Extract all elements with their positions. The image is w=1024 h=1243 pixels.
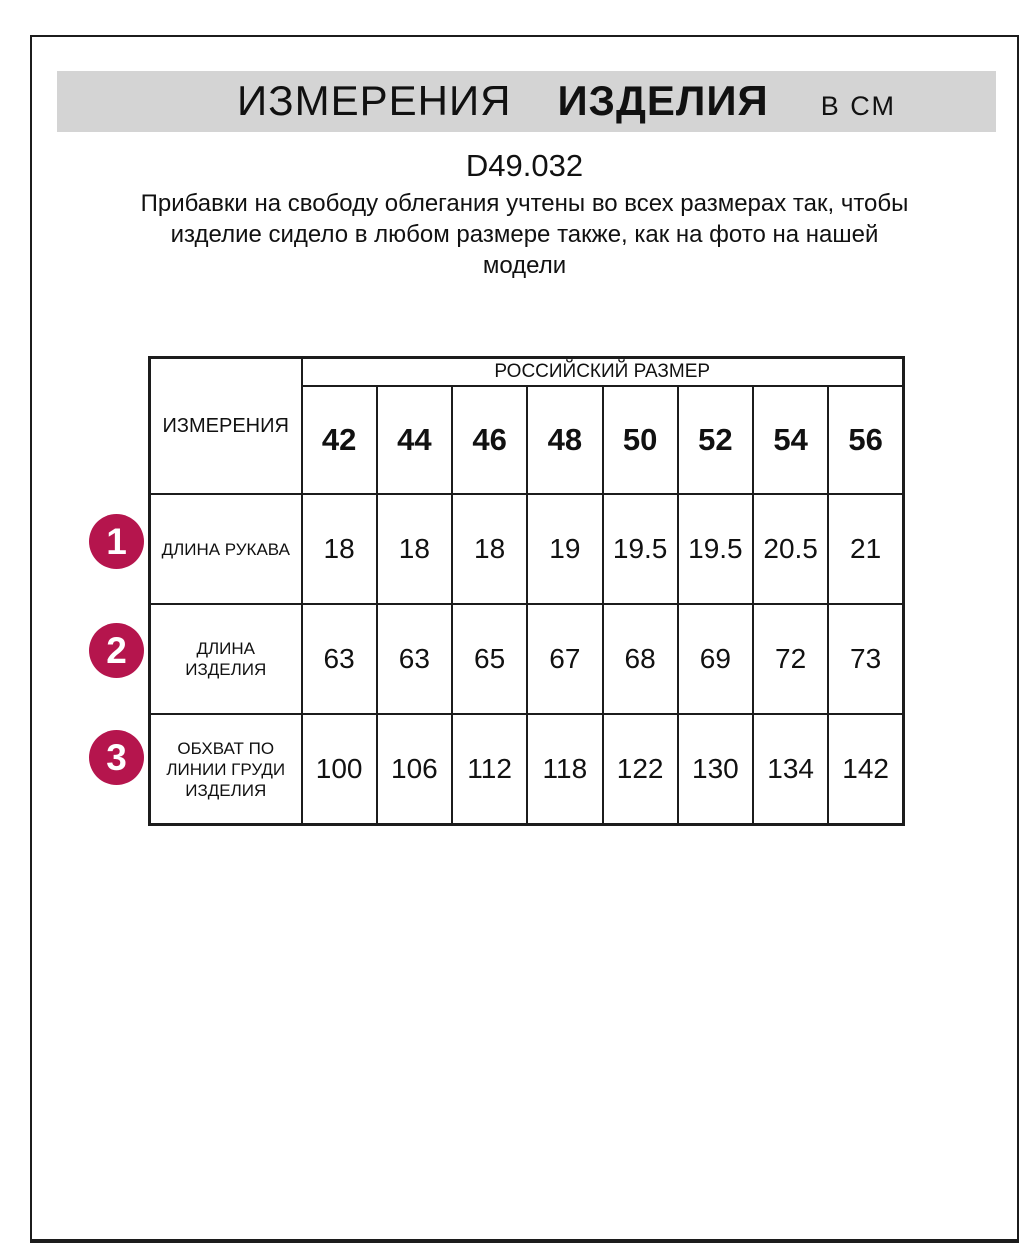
size-header-cell: 52 (676, 385, 755, 495)
table-row-sleeve-length: ДЛИНА РУКАВА 18 18 18 19 19.5 19.5 20.5 … (148, 493, 905, 605)
value-cell: 142 (827, 713, 905, 826)
title-units: В СМ (820, 91, 896, 121)
value-cell: 63 (300, 603, 378, 715)
table-sizes-row: 42 44 46 48 50 52 54 56 (150, 385, 905, 495)
measure-badge-3: 3 (89, 730, 144, 785)
corner-header-cell: ИЗМЕРЕНИЯ (148, 356, 303, 495)
value-cell: 18 (450, 493, 529, 605)
value-cell: 63 (375, 603, 454, 715)
value-cell: 130 (676, 713, 755, 826)
value-cell: 73 (827, 603, 905, 715)
size-header-cell: 42 (300, 385, 378, 495)
size-header-cell: 56 (827, 385, 905, 495)
value-cell: 65 (450, 603, 529, 715)
value-cell: 122 (601, 713, 679, 826)
value-cell: 118 (526, 713, 604, 826)
value-cell: 69 (676, 603, 755, 715)
value-cell: 19.5 (601, 493, 679, 605)
size-table: ИЗМЕРЕНИЯ РОССИЙСКИЙ РАЗМЕР 42 44 46 48 … (148, 356, 905, 826)
badge-2-number: 2 (106, 629, 127, 671)
size-header-cell: 54 (751, 385, 830, 495)
row-label: ОБХВАТ ПО ЛИНИИ ГРУДИ ИЗДЕЛИЯ (148, 713, 303, 826)
table-row-item-length: ДЛИНА ИЗДЕЛИЯ 63 63 65 67 68 69 72 73 (148, 603, 905, 715)
value-cell: 18 (300, 493, 378, 605)
title-product: ИЗДЕЛИЯ (557, 77, 769, 124)
measure-badge-2: 2 (89, 623, 144, 678)
value-cell: 21 (827, 493, 905, 605)
size-header-cell: 50 (601, 385, 679, 495)
product-code: D49.032 (465, 148, 584, 183)
value-cell: 100 (300, 713, 378, 826)
badge-1-number: 1 (106, 520, 127, 562)
table-group-header-row: ИЗМЕРЕНИЯ РОССИЙСКИЙ РАЗМЕР (148, 356, 905, 495)
badge-3-number: 3 (106, 736, 127, 778)
russian-size-header-cell: РОССИЙСКИЙ РАЗМЕР (300, 356, 905, 387)
value-cell: 112 (450, 713, 529, 826)
fit-description: Прибавки на свободу облегания учтены во … (140, 190, 909, 279)
size-header-cell: 48 (526, 385, 604, 495)
value-cell: 106 (375, 713, 454, 826)
value-cell: 20.5 (751, 493, 830, 605)
row-label: ДЛИНА ИЗДЕЛИЯ (148, 603, 303, 715)
value-cell: 19.5 (676, 493, 755, 605)
title-measurements: ИЗМЕРЕНИЯ (237, 77, 512, 124)
value-cell: 19 (526, 493, 604, 605)
value-cell: 67 (526, 603, 604, 715)
size-header-cell: 46 (450, 385, 529, 495)
row-label: ДЛИНА РУКАВА (148, 493, 303, 605)
table-row-chest-girth: ОБХВАТ ПО ЛИНИИ ГРУДИ ИЗДЕЛИЯ 100 106 11… (148, 713, 905, 826)
page-frame: ИЗМЕРЕНИЯ ИЗДЕЛИЯ В СМ D49.032 Прибавки на… (30, 35, 1019, 1243)
title-band: ИЗМЕРЕНИЯ ИЗДЕЛИЯ В СМ (57, 71, 996, 132)
measure-badge-1: 1 (89, 514, 144, 569)
value-cell: 134 (751, 713, 830, 826)
value-cell: 18 (375, 493, 454, 605)
value-cell: 68 (601, 603, 679, 715)
value-cell: 72 (751, 603, 830, 715)
size-header-cell: 44 (375, 385, 454, 495)
